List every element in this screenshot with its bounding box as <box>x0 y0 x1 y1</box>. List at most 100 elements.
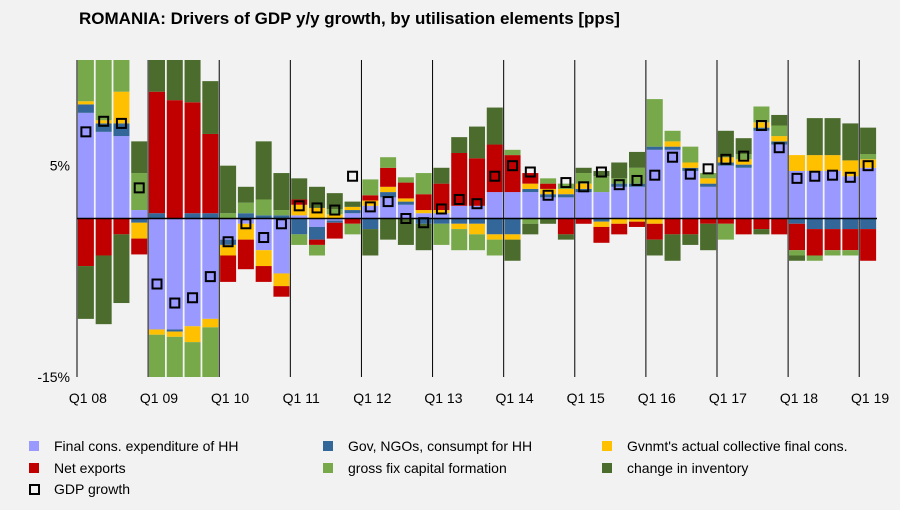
bar-gross-fix-capital-formation-q2-16 <box>664 130 681 142</box>
bar-gross-fix-capital-formation-q1-13 <box>433 223 450 245</box>
bar-gross-fix-capital-formation-q4-17 <box>771 125 788 137</box>
bar-change-in-inventory-q1-18 <box>789 255 805 261</box>
bar-gross-fix-capital-formation-q3-13 <box>469 234 485 251</box>
bar-gov-ngos-consumpt-for-hh-q4-08 <box>131 218 148 223</box>
bar-gvnmt-s-actual-collective-final-cons-q3-09 <box>184 326 201 343</box>
bar-change-in-inventory-q3-15 <box>611 162 628 179</box>
gdp-growth-marker-q1-18 <box>791 172 803 184</box>
bars-layer <box>77 60 877 377</box>
bar-gvnmt-s-actual-collective-final-cons-q2-08 <box>95 120 112 124</box>
bar-net-exports-q2-18 <box>806 229 823 256</box>
gdp-growth-marker-q1-13 <box>435 203 447 215</box>
bar-net-exports-q4-09 <box>202 133 219 214</box>
bar-final-cons-expenditure-of-hh-q1-15 <box>575 192 592 219</box>
gdp-growth-marker-q1-14 <box>507 160 519 172</box>
bar-gvnmt-s-actual-collective-final-cons-q1-16 <box>646 218 663 224</box>
bar-net-exports-q4-13 <box>486 144 503 193</box>
bar-final-cons-expenditure-of-hh-q4-08 <box>131 210 148 219</box>
bar-gvnmt-s-actual-collective-final-cons-q4-16 <box>700 178 717 184</box>
bar-change-in-inventory-q4-09 <box>202 81 219 134</box>
bar-net-exports-q4-08 <box>131 238 148 255</box>
bar-final-cons-expenditure-of-hh-q4-14 <box>557 197 574 219</box>
bar-net-exports-q4-15 <box>629 221 645 227</box>
legend-label: Gvnmt's actual collective final cons. <box>627 438 848 454</box>
chart-plot: 5%-15% Q1 08 Q1 09 Q1 10 Q1 11 Q1 12 Q1 13 Q1 … <box>37 60 890 406</box>
bar-change-in-inventory-q3-12 <box>397 218 414 245</box>
bar-gvnmt-s-actual-collective-final-cons-q4-18 <box>842 160 859 177</box>
legend-swatch <box>602 463 612 473</box>
bar-gov-ngos-consumpt-for-hh-q4-11 <box>344 210 361 214</box>
bar-final-cons-expenditure-of-hh-q4-09 <box>202 218 219 319</box>
bar-gross-fix-capital-formation-q1-09 <box>149 334 165 377</box>
bar-change-in-inventory-q4-15 <box>629 151 645 168</box>
gdp-growth-marker-q3-08 <box>115 117 127 129</box>
bar-net-exports-q2-11 <box>309 239 325 245</box>
bar-final-cons-expenditure-of-hh-q1-13 <box>433 213 450 219</box>
bar-gvnmt-s-actual-collective-final-cons-q3-15 <box>611 218 628 224</box>
bar-gross-fix-capital-formation-q2-12 <box>380 157 397 168</box>
bar-gross-fix-capital-formation-q2-10 <box>237 202 254 214</box>
legend-item-gdp-growth: GDP growth <box>29 480 130 498</box>
gdp-growth-marker-q4-08 <box>133 182 145 194</box>
bar-gov-ngos-consumpt-for-hh-q3-14 <box>540 194 557 198</box>
bar-gvnmt-s-actual-collective-final-cons-q3-11 <box>326 214 343 219</box>
gdp-growth-marker-q1-15 <box>578 181 590 193</box>
bar-gross-fix-capital-formation-q1-14 <box>504 149 521 156</box>
bar-net-exports-q4-14 <box>557 218 574 235</box>
bar-net-exports-q3-11 <box>326 222 343 239</box>
bar-final-cons-expenditure-of-hh-q2-11 <box>309 218 325 227</box>
bar-gvnmt-s-actual-collective-final-cons-q1-13 <box>433 210 450 214</box>
bar-gross-fix-capital-formation-q1-15 <box>575 173 592 184</box>
legend-item-final-cons-expenditure-of-hh: Final cons. expenditure of HH <box>29 437 238 455</box>
bar-change-in-inventory-q4-12 <box>415 223 432 251</box>
x-axis-ticks: Q1 08 Q1 09 Q1 10 Q1 11 Q1 12 Q1 13 Q1 14 Q1 15… <box>69 390 890 406</box>
bar-gvnmt-s-actual-collective-final-cons-q3-12 <box>397 198 414 202</box>
bar-gvnmt-s-actual-collective-final-cons-q2-14 <box>522 183 539 189</box>
bar-gvnmt-s-actual-collective-final-cons-q4-08 <box>131 222 148 239</box>
bar-final-cons-expenditure-of-hh-q2-08 <box>95 131 112 219</box>
gdp-growth-marker-q2-17 <box>738 150 750 162</box>
bar-change-in-inventory-q2-14 <box>522 223 539 235</box>
gdp-growth-marker-q4-10 <box>275 218 287 230</box>
bar-net-exports-q4-11 <box>344 218 361 224</box>
bar-change-in-inventory-q1-11 <box>291 178 308 200</box>
bar-gvnmt-s-actual-collective-final-cons-q2-17 <box>735 159 752 165</box>
bar-net-exports-q3-08 <box>113 218 130 235</box>
bar-final-cons-expenditure-of-hh-q3-15 <box>611 186 628 219</box>
bar-final-cons-expenditure-of-hh-q1-09 <box>149 218 165 330</box>
bar-final-cons-expenditure-of-hh-q1-11 <box>291 215 308 219</box>
gdp-growth-marker-q3-11 <box>329 204 341 216</box>
bar-change-in-inventory-q2-12 <box>380 218 397 240</box>
bar-gvnmt-s-actual-collective-final-cons-q2-15 <box>593 221 610 227</box>
bar-final-cons-expenditure-of-hh-q1-19 <box>860 167 877 219</box>
bar-change-in-inventory-q2-13 <box>451 137 468 153</box>
legend-swatch <box>29 441 39 451</box>
bar-net-exports-q1-17 <box>717 218 734 224</box>
bar-gov-ngos-consumpt-for-hh-q3-09 <box>184 213 201 219</box>
bar-net-exports-q1-15 <box>575 218 592 224</box>
bar-change-in-inventory-q3-11 <box>326 193 343 209</box>
bar-final-cons-expenditure-of-hh-q1-17 <box>717 165 734 219</box>
bar-net-exports-q4-12 <box>415 194 432 211</box>
bar-final-cons-expenditure-of-hh-q1-08 <box>77 112 94 219</box>
bar-gov-ngos-consumpt-for-hh-q1-19 <box>860 218 877 230</box>
bar-gross-fix-capital-formation-q4-12 <box>415 173 432 195</box>
bar-gov-ngos-consumpt-for-hh-q3-10 <box>255 215 272 219</box>
bar-net-exports-q3-16 <box>682 218 699 235</box>
bar-gov-ngos-consumpt-for-hh-q1-18 <box>789 218 805 224</box>
bar-gross-fix-capital-formation-q1-10 <box>220 213 237 219</box>
gdp-growth-marker-q4-11 <box>347 170 359 182</box>
bar-change-in-inventory-q1-09 <box>149 60 165 92</box>
bar-gov-ngos-consumpt-for-hh-q1-10 <box>220 239 237 245</box>
bar-gov-ngos-consumpt-for-hh-q2-16 <box>664 146 681 150</box>
x-tick-label: Q1 16 <box>638 390 676 406</box>
bar-gov-ngos-consumpt-for-hh-q4-14 <box>557 194 574 198</box>
bar-gvnmt-s-actual-collective-final-cons-q2-16 <box>664 141 681 147</box>
gdp-growth-marker-q1-17 <box>720 153 732 165</box>
bar-gross-fix-capital-formation-q3-08 <box>113 60 130 92</box>
bar-gross-fix-capital-formation-q1-16 <box>646 99 663 147</box>
bar-final-cons-expenditure-of-hh-q4-17 <box>771 144 788 219</box>
bar-change-in-inventory-q3-13 <box>469 126 485 159</box>
bar-net-exports-q3-13 <box>469 158 485 206</box>
bar-gvnmt-s-actual-collective-final-cons-q3-17 <box>753 122 770 128</box>
